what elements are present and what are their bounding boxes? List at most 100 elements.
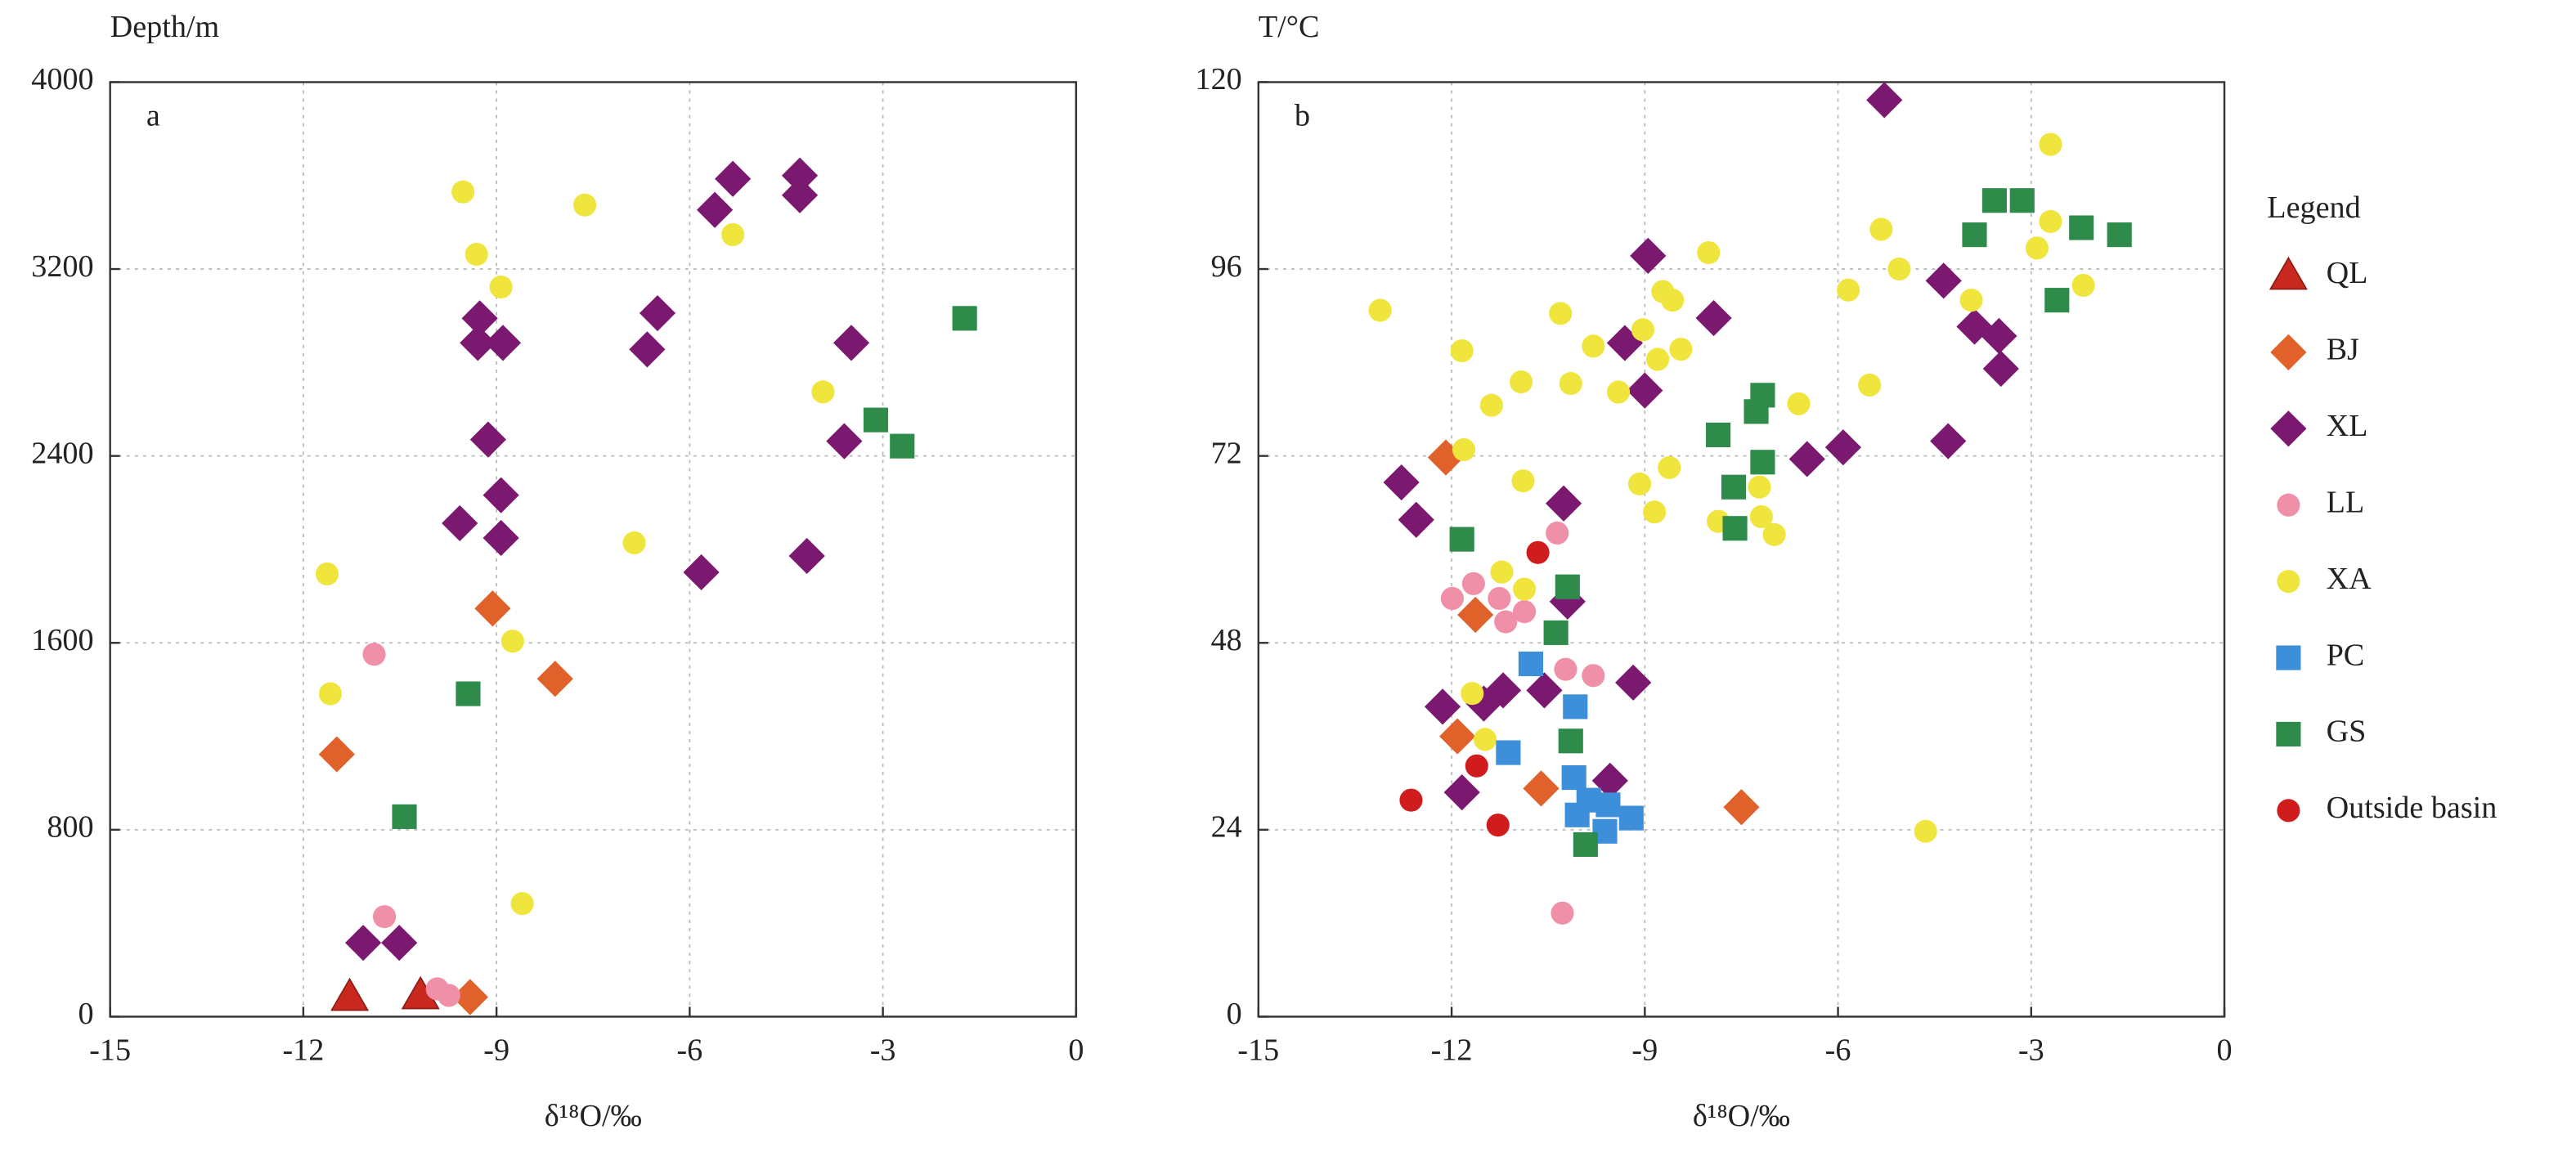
- x-tick-label: -12: [282, 1033, 324, 1067]
- marker-circle: [1631, 318, 1655, 342]
- marker-circle: [1582, 334, 1605, 358]
- marker-square: [1558, 728, 1583, 754]
- marker-square: [1706, 422, 1731, 448]
- marker-circle: [437, 984, 460, 1007]
- marker-circle: [1914, 819, 1937, 843]
- marker-diamond: [1523, 770, 1560, 807]
- marker-circle: [1887, 257, 1911, 281]
- marker-circle: [1787, 392, 1811, 415]
- marker-diamond: [442, 504, 478, 542]
- marker-diamond: [2270, 334, 2307, 370]
- marker-circle: [1494, 610, 1518, 634]
- marker-circle: [1461, 572, 1485, 595]
- marker-diamond: [629, 331, 666, 368]
- y-tick-label: 96: [1211, 249, 1242, 284]
- marker-square: [1543, 620, 1568, 645]
- marker-diamond: [788, 537, 825, 575]
- marker-circle: [1513, 600, 1537, 624]
- legend-label: PC: [2327, 638, 2365, 672]
- marker-circle: [2039, 132, 2062, 156]
- legend-label: LL: [2327, 485, 2365, 519]
- marker-circle: [1959, 289, 1983, 312]
- marker-triangle: [2269, 256, 2308, 290]
- marker-square: [890, 433, 915, 459]
- marker-circle: [500, 630, 524, 653]
- marker-diamond: [1723, 789, 1760, 826]
- legend-label: XA: [2327, 562, 2372, 596]
- marker-circle: [1627, 472, 1652, 496]
- marker-square: [1564, 802, 1590, 827]
- marker-square: [1496, 740, 1521, 765]
- y-tick-label: 48: [1211, 623, 1242, 657]
- marker-circle: [1488, 586, 1511, 611]
- marker-square: [1750, 450, 1775, 475]
- marker-circle: [1549, 302, 1573, 325]
- marker-circle: [1511, 469, 1535, 493]
- y-tick-label: 24: [1211, 810, 1242, 845]
- y-tick-label: 120: [1196, 62, 1242, 96]
- marker-diamond: [1866, 82, 1903, 119]
- marker-diamond: [484, 325, 522, 361]
- marker-circle: [1399, 788, 1423, 812]
- marker-square: [1962, 222, 1987, 248]
- legend-label: QL: [2327, 256, 2368, 290]
- marker-diamond: [781, 157, 819, 194]
- marker-circle: [2039, 209, 2062, 234]
- marker-circle: [1606, 380, 1631, 404]
- marker-circle: [1465, 754, 1488, 778]
- marker-diamond: [781, 177, 819, 213]
- marker-diamond: [683, 554, 720, 591]
- y-axis-label: Depth/m: [110, 10, 220, 44]
- legend-label: GS: [2327, 715, 2367, 749]
- panel-label: a: [146, 98, 160, 132]
- marker-circle: [1658, 455, 1681, 480]
- marker-diamond: [482, 519, 519, 557]
- panel-label: b: [1295, 98, 1310, 132]
- x-tick-label: -6: [1825, 1033, 1851, 1067]
- x-tick-label: -3: [2018, 1033, 2044, 1067]
- x-tick-label: -6: [676, 1033, 702, 1067]
- marker-circle: [1526, 540, 1550, 564]
- marker-circle: [1762, 522, 1786, 546]
- marker-diamond: [1627, 372, 1663, 409]
- y-tick-label: 0: [78, 997, 93, 1031]
- marker-square: [2107, 222, 2132, 248]
- x-tick-label: -12: [1431, 1033, 1473, 1067]
- marker-circle: [318, 682, 343, 706]
- marker-diamond: [1424, 688, 1461, 725]
- x-axis-label: δ¹⁸O/‰: [1693, 1099, 1790, 1133]
- marker-circle: [1486, 814, 1510, 837]
- marker-circle: [464, 242, 488, 267]
- y-axis-label: T/°C: [1259, 10, 1320, 44]
- marker-circle: [1837, 278, 1860, 302]
- marker-square: [1573, 832, 1598, 858]
- marker-circle: [1479, 393, 1503, 417]
- marker-diamond: [832, 325, 870, 361]
- marker-circle: [315, 562, 339, 586]
- marker-circle: [1869, 217, 1893, 241]
- x-tick-label: -15: [89, 1033, 131, 1067]
- marker-square: [1721, 474, 1747, 500]
- plot-frame: [1257, 81, 2226, 1018]
- marker-square: [1563, 694, 1588, 719]
- x-tick-label: 0: [2216, 1033, 2232, 1067]
- marker-circle: [510, 892, 534, 916]
- marker-diamond: [469, 421, 507, 458]
- marker-circle: [572, 193, 597, 217]
- marker-circle: [1559, 372, 1582, 396]
- legend-label: BJ: [2327, 333, 2359, 367]
- marker-square: [456, 681, 481, 706]
- marker-square: [1722, 516, 1748, 541]
- marker-square: [952, 306, 977, 331]
- marker-circle: [721, 222, 745, 247]
- marker-diamond: [1443, 774, 1480, 811]
- marker-diamond: [2270, 410, 2307, 447]
- marker-circle: [1450, 339, 1474, 363]
- marker-square: [2276, 645, 2301, 670]
- plot-frame: [109, 81, 1078, 1018]
- x-tick-label: -3: [870, 1033, 896, 1067]
- y-tick-label: 4000: [31, 62, 93, 96]
- marker-diamond: [1695, 299, 1732, 337]
- marker-circle: [1582, 664, 1605, 688]
- x-tick-label: -9: [483, 1033, 509, 1067]
